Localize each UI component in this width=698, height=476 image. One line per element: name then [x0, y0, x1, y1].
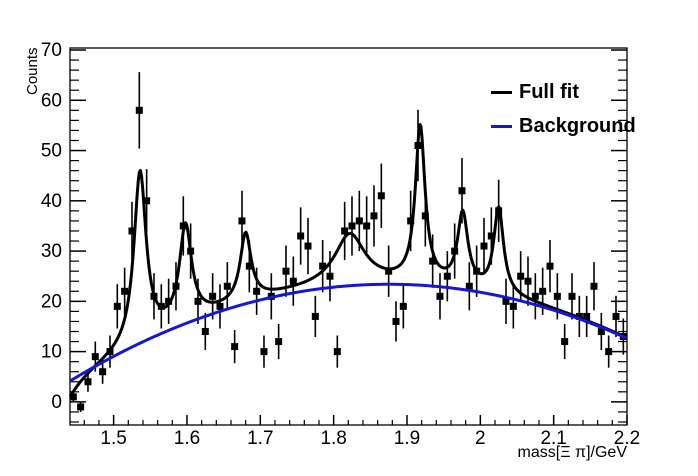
- data-point: [524, 277, 532, 285]
- data-point: [487, 232, 495, 240]
- data-point: [209, 292, 217, 300]
- y-axis-title: Counts: [24, 47, 41, 95]
- full-fit-curve: [68, 123, 628, 398]
- data-point: [253, 287, 261, 295]
- y-tick-label: 70: [41, 40, 62, 61]
- data-point: [201, 328, 209, 336]
- data-point: [480, 242, 488, 250]
- data-point: [443, 272, 451, 280]
- data-point: [348, 222, 356, 230]
- x-tick-label: 1.5: [100, 428, 126, 449]
- data-point: [69, 393, 77, 401]
- data-point: [502, 297, 510, 305]
- data-point: [531, 292, 539, 300]
- x-tick-label: 1.9: [394, 428, 420, 449]
- y-tick-label: 20: [41, 291, 62, 312]
- x-axis-title: mass[Ξ π]/GeV: [517, 444, 627, 461]
- y-tick-label: 0: [51, 392, 62, 413]
- data-point: [304, 242, 312, 250]
- x-tick-label: 1.7: [247, 428, 273, 449]
- data-point: [546, 262, 554, 270]
- data-point: [539, 287, 547, 295]
- data-point: [77, 403, 85, 411]
- data-point: [363, 222, 371, 230]
- data-point: [583, 312, 591, 320]
- background-line-swatch: [491, 124, 512, 128]
- data-point: [399, 302, 407, 310]
- legend-label-background: Background: [519, 114, 636, 137]
- data-point: [238, 217, 246, 225]
- y-tick-label: 40: [41, 191, 62, 212]
- data-point: [597, 328, 605, 336]
- data-point: [165, 297, 173, 305]
- data-point: [370, 212, 378, 220]
- data-point: [385, 267, 393, 275]
- y-tick-label: 10: [41, 342, 62, 363]
- x-tick-label: 2.1: [540, 428, 566, 449]
- data-point: [223, 282, 231, 290]
- data-point: [509, 302, 517, 310]
- data-point: [392, 317, 400, 325]
- data-point: [84, 378, 92, 386]
- data-point: [590, 282, 598, 290]
- data-point: [341, 227, 349, 235]
- data-point: [517, 272, 525, 280]
- legend-entry-background: Background: [491, 114, 636, 138]
- data-point: [333, 348, 341, 356]
- data-point: [311, 312, 319, 320]
- data-point: [465, 282, 473, 290]
- full-fit-line-swatch: [491, 90, 512, 94]
- data-point: [568, 292, 576, 300]
- data-point: [561, 338, 569, 346]
- data-point: [297, 232, 305, 240]
- data-point: [128, 227, 136, 235]
- data-point: [121, 287, 129, 295]
- x-tick-label: 1.8: [320, 428, 346, 449]
- data-point: [113, 302, 121, 310]
- data-point: [99, 368, 107, 376]
- data-point: [245, 262, 253, 270]
- data-point: [429, 257, 437, 265]
- data-point: [355, 217, 363, 225]
- data-point: [275, 338, 283, 346]
- data-point: [231, 343, 239, 351]
- data-point: [135, 106, 143, 114]
- data-point: [143, 197, 151, 205]
- data-point: [289, 277, 297, 285]
- data-point: [436, 292, 444, 300]
- data-point: [91, 353, 99, 361]
- data-point: [377, 192, 385, 200]
- data-point: [282, 267, 290, 275]
- x-tick-label: 2.2: [614, 428, 640, 449]
- legend-entry-full-fit: Full fit: [491, 80, 636, 104]
- legend-label-full-fit: Full fit: [519, 80, 579, 103]
- data-point: [194, 297, 202, 305]
- data-point: [553, 292, 561, 300]
- legend: Full fit Background: [491, 80, 636, 148]
- data-point: [421, 212, 429, 220]
- data-point: [260, 348, 268, 356]
- x-tick-label: 1.6: [174, 428, 200, 449]
- data-point: [319, 262, 327, 270]
- data-point: [458, 187, 466, 195]
- background-curve: [69, 282, 628, 383]
- data-point: [326, 272, 334, 280]
- data-point: [605, 348, 613, 356]
- data-point: [407, 217, 415, 225]
- data-point: [612, 312, 620, 320]
- x-tick-label: 2: [475, 428, 486, 449]
- y-tick-label: 60: [41, 90, 62, 111]
- data-point: [216, 302, 224, 310]
- y-tick-label: 30: [41, 241, 62, 262]
- y-tick-label: 50: [41, 141, 62, 162]
